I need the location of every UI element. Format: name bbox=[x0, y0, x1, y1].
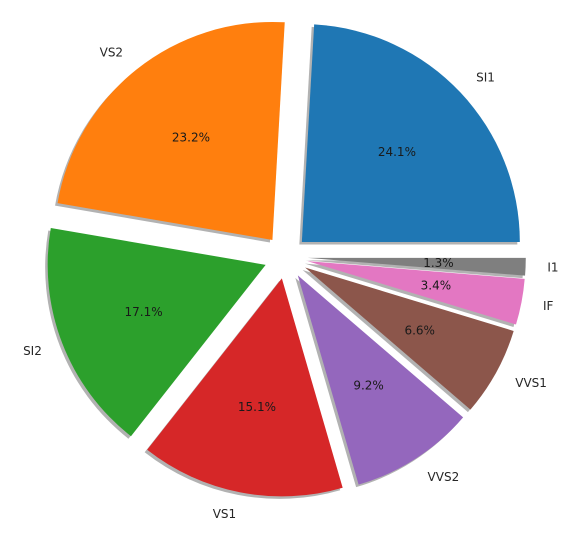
slice-labels: SI1 VS2 SI2 VS1 VVS2 VVS1 IF I1 bbox=[23, 45, 558, 520]
slice-si1 bbox=[301, 24, 520, 243]
slice-label-vvs2: VVS2 bbox=[428, 470, 460, 484]
slice-label-vvs1: VVS1 bbox=[515, 376, 547, 390]
slice-i1 bbox=[307, 257, 526, 276]
slice-pct-si1: 24.1% bbox=[378, 145, 416, 159]
slice-label-si1: SI1 bbox=[476, 70, 495, 84]
slice-label-vs2: VS2 bbox=[100, 45, 123, 59]
slice-if bbox=[307, 261, 525, 325]
slice-pct-i1: 1.3% bbox=[423, 256, 454, 270]
slice-si2 bbox=[47, 228, 266, 437]
slice-percentages: 24.1% 23.2% 17.1% 15.1% 9.2% 6.6% 3.4% 1.3% bbox=[125, 131, 454, 414]
slice-vvs2 bbox=[297, 275, 464, 485]
slice-label-si2: SI2 bbox=[23, 344, 42, 358]
slice-pct-vvs2: 9.2% bbox=[353, 378, 384, 392]
slice-pct-vs2: 23.2% bbox=[172, 131, 210, 145]
slice-vvs1 bbox=[305, 267, 514, 410]
slice-pct-vvs1: 6.6% bbox=[404, 324, 435, 338]
slice-vs2 bbox=[57, 21, 285, 240]
slice-pct-vs1: 15.1% bbox=[238, 400, 276, 414]
slice-label-vs1: VS1 bbox=[213, 507, 236, 521]
slice-wedges bbox=[47, 21, 526, 497]
slice-label-if: IF bbox=[543, 299, 554, 313]
slice-pct-if: 3.4% bbox=[421, 279, 452, 293]
slice-pct-si2: 17.1% bbox=[125, 305, 163, 319]
slice-vs1 bbox=[147, 278, 343, 497]
slice-label-i1: I1 bbox=[547, 261, 558, 275]
